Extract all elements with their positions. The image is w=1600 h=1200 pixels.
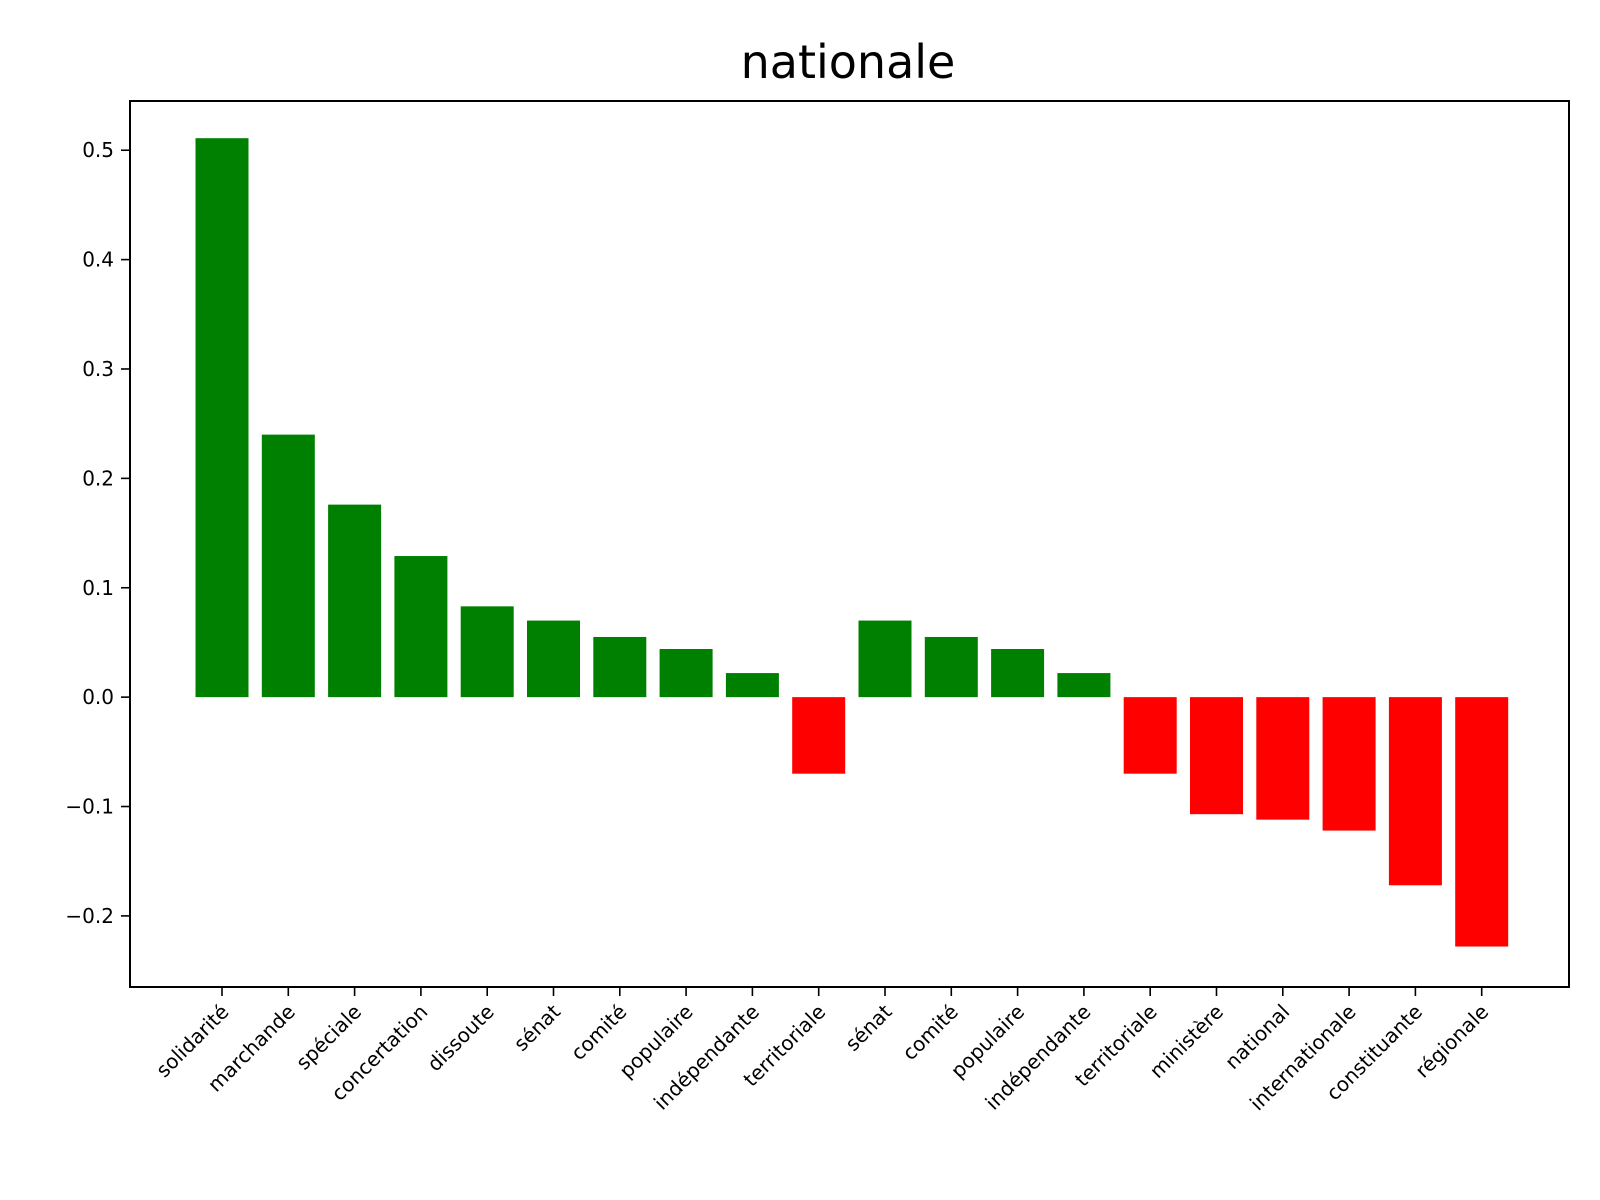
y-axis: −0.2 −0.1 0.0 0.1 0.2 0.3 0.4 0.5: [65, 138, 130, 928]
bars-group: [195, 138, 1509, 947]
y-tick-label-6: 0.4: [82, 248, 114, 272]
bar-10: [858, 620, 912, 698]
y-tick-label-2: 0.0: [82, 685, 114, 709]
bar-13: [1057, 673, 1111, 698]
x-tick-label-19: régionale: [1410, 1000, 1493, 1083]
y-tick-label-3: 0.1: [82, 576, 114, 600]
bar-1: [261, 434, 315, 698]
bar-11: [924, 636, 978, 698]
chart-title: nationale: [741, 35, 956, 89]
bar-19: [1455, 697, 1509, 947]
bar-14: [1123, 697, 1177, 774]
bar-8: [725, 673, 779, 698]
x-tick-label-11: comité: [897, 1000, 962, 1065]
bar-9: [792, 697, 846, 774]
y-tick-label-0: −0.2: [65, 904, 114, 928]
bar-7: [659, 649, 713, 698]
bar-15: [1190, 697, 1243, 815]
bar-17: [1322, 697, 1376, 831]
x-axis: solidaritémarchandespécialeconcertationd…: [151, 987, 1493, 1115]
x-tick-label-5: sénat: [509, 999, 565, 1055]
y-tick-label-1: −0.1: [65, 795, 114, 819]
bar-2: [328, 504, 382, 698]
y-tick-label-5: 0.3: [82, 357, 114, 381]
bar-12: [991, 649, 1045, 698]
bar-6: [593, 636, 647, 698]
y-tick-label-4: 0.2: [82, 466, 114, 490]
bar-3: [394, 556, 448, 698]
x-tick-label-6: comité: [566, 1000, 631, 1065]
bar-0: [195, 138, 249, 698]
x-tick-label-4: dissoute: [422, 1000, 498, 1076]
bar-5: [527, 620, 580, 698]
plot-frame: [129, 100, 1570, 988]
x-tick-label-10: sénat: [840, 999, 896, 1055]
y-tick-label-7: 0.5: [82, 138, 114, 162]
bar-16: [1256, 697, 1310, 820]
bar-4: [460, 606, 514, 698]
bar-18: [1388, 697, 1442, 886]
